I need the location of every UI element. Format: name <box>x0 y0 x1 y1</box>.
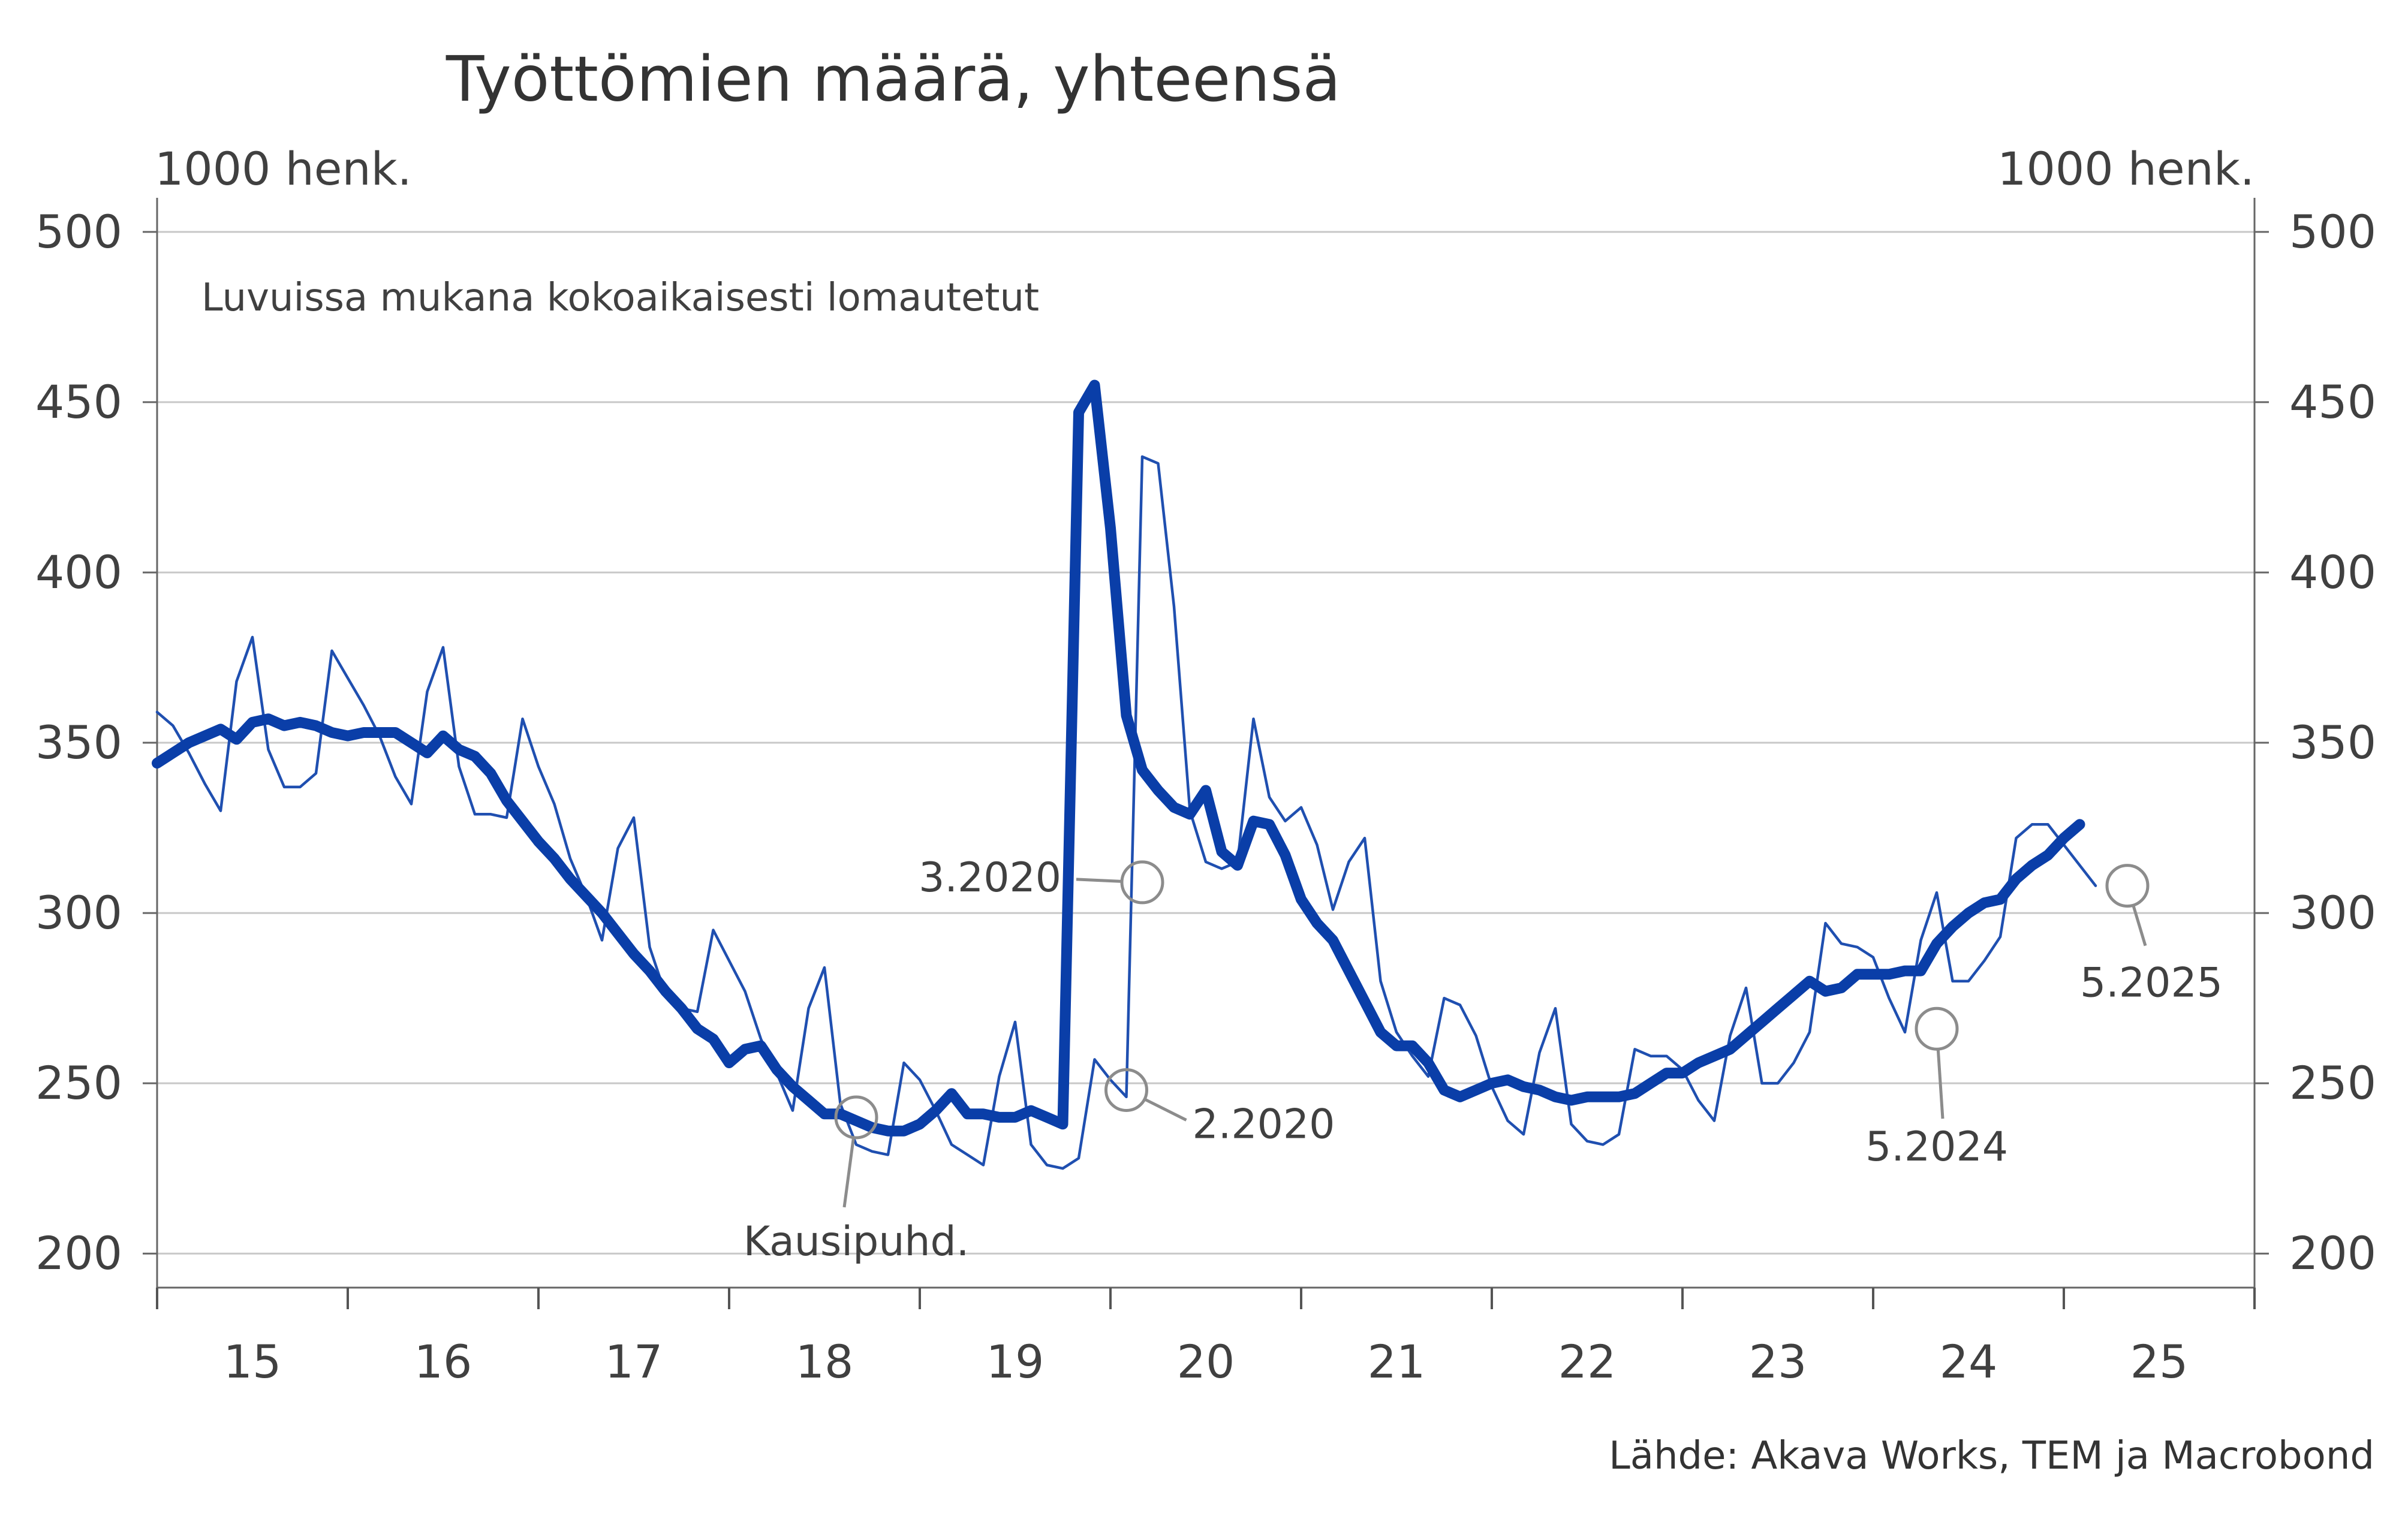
annotation-leader <box>1936 1048 1945 1119</box>
series-line-raw <box>155 455 2097 1170</box>
y-tick-label-right: 200 <box>2289 1226 2376 1280</box>
annotation-marker <box>2105 864 2150 908</box>
source-text: Lähde: Akava Works, TEM ja Macrobond <box>1609 1434 2374 1478</box>
right-axis-unit: 1000 henk. <box>1997 142 2255 195</box>
y-tick-label-right: 450 <box>2289 375 2376 429</box>
x-tick-label: 25 <box>2130 1335 2189 1388</box>
x-tick-label: 18 <box>796 1335 854 1388</box>
annotation-marker <box>1120 860 1164 905</box>
y-tick-label-left: 300 <box>35 886 122 939</box>
y-tick-label-left: 400 <box>35 545 122 599</box>
y-tick-label-left: 350 <box>35 716 122 769</box>
series-group <box>152 379 2097 1170</box>
annotation-label: 5.2025 <box>2080 960 2223 1007</box>
axes: 200 200 250 250 300 300 350 350 400 400 450 450 500 5… <box>35 198 2376 1388</box>
annotation-leader <box>2132 905 2147 947</box>
y-tick-label-left: 500 <box>35 205 122 258</box>
chart-title: Työttömien määrä, yhteensä <box>446 43 1341 116</box>
annotation-label: 2.2020 <box>1193 1101 1335 1148</box>
left-axis-unit: 1000 henk. <box>155 142 412 195</box>
y-tick-label-right: 350 <box>2289 716 2376 769</box>
y-tick-label-left: 250 <box>35 1056 122 1110</box>
x-tick-label: 17 <box>605 1335 663 1388</box>
x-tick-label: 20 <box>1177 1335 1235 1388</box>
x-tick-label: 15 <box>224 1335 282 1388</box>
y-tick-label-right: 400 <box>2289 545 2376 599</box>
y-tick-label-right: 250 <box>2289 1056 2376 1110</box>
x-tick-label: 21 <box>1368 1335 1426 1388</box>
annotation-marker <box>1104 1068 1148 1112</box>
y-tick-label-right: 500 <box>2289 205 2376 258</box>
y-tick-label-right: 300 <box>2289 886 2376 939</box>
annotations: Kausipuhd. 3.2020 2.2020 5.2024 5.2025 <box>744 854 2223 1265</box>
x-tick-label: 16 <box>414 1335 472 1388</box>
y-tick-label-left: 200 <box>35 1226 122 1280</box>
chart-note: Luvuissa mukana kokoaikaisesti lomautetu… <box>201 276 1039 320</box>
annotation-label: 3.2020 <box>919 854 1061 902</box>
y-tick-label-left: 450 <box>35 375 122 429</box>
annotation-leader <box>1076 878 1122 883</box>
annotation-marker <box>834 1095 878 1140</box>
series-line-seasonally-adjusted <box>152 379 2085 1137</box>
x-tick-label: 23 <box>1749 1335 1807 1388</box>
x-tick-label: 19 <box>986 1335 1045 1388</box>
x-tick-label: 24 <box>1940 1335 1998 1388</box>
annotation-marker <box>1915 1006 1959 1051</box>
annotation-label: Kausipuhd. <box>744 1218 970 1265</box>
annotation-leader <box>1143 1098 1187 1122</box>
annotation-label: 5.2024 <box>1865 1123 2008 1171</box>
x-tick-label: 22 <box>1558 1335 1617 1388</box>
grid <box>157 231 2255 1255</box>
annotation-leader <box>842 1137 855 1208</box>
